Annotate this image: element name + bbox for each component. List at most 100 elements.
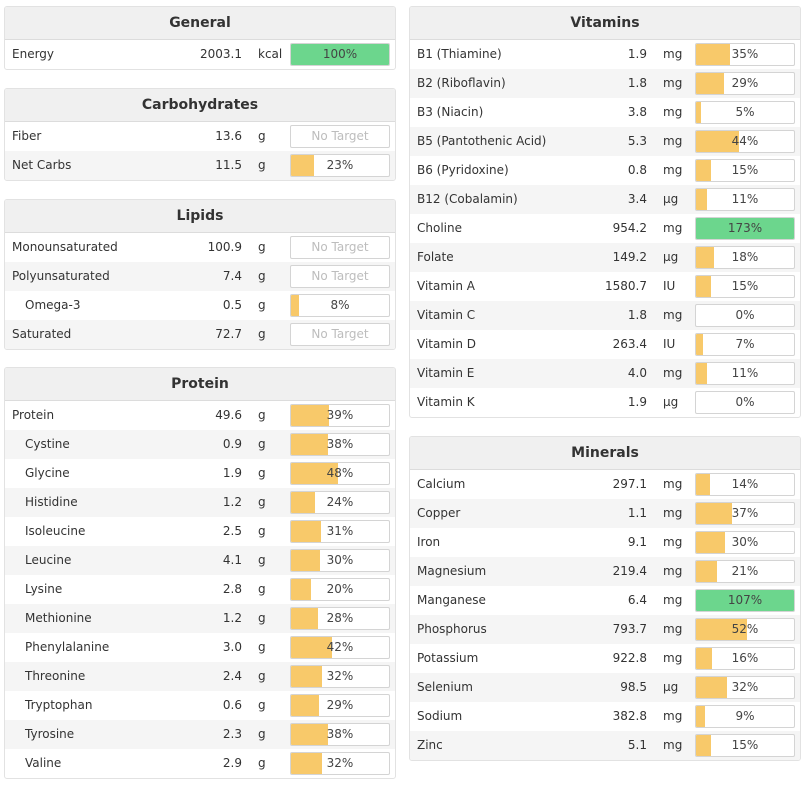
lipids-rows: Monounsaturated 100.9 g No Target Polyunsatu…: [5, 233, 395, 349]
progress-fill: [291, 695, 320, 716]
nutrient-name: Folate: [417, 250, 454, 264]
carbohydrates-header: Carbohydrates: [5, 89, 395, 122]
progress-fill: [696, 561, 717, 582]
progress-label: 23%: [326, 158, 354, 172]
nutrient-row-calcium: Calcium 297.1 mg 14%: [410, 470, 800, 499]
nutrient-unit: mg: [663, 308, 683, 322]
nutrient-amount: 100.9: [207, 240, 242, 254]
nutrient-amount: 7.4: [222, 269, 242, 283]
target-progress-bar: 100%: [290, 43, 390, 66]
nutrient-name: Iron: [417, 535, 441, 549]
nutrient-name: B6 (Pyridoxine): [417, 163, 509, 177]
target-progress-bar: 11%: [695, 188, 795, 211]
target-progress-bar: 21%: [695, 560, 795, 583]
nutrient-amount: 2.3: [222, 727, 242, 741]
target-progress-bar: 20%: [290, 578, 390, 601]
nutrient-name: Energy: [12, 47, 55, 61]
nutrient-name: Leucine: [25, 553, 72, 567]
progress-fill: [696, 677, 728, 698]
nutrient-unit: g: [258, 240, 266, 254]
nutrient-amount: 49.6: [215, 408, 242, 422]
nutrient-unit: mg: [663, 651, 683, 665]
progress-label: 0%: [735, 308, 755, 322]
nutrient-row-vitamin-k: Vitamin K 1.9 µg 0%: [410, 388, 800, 417]
progress-label: 5%: [735, 105, 755, 119]
progress-fill: [696, 131, 740, 152]
nutrient-row-choline: Choline 954.2 mg 173%: [410, 214, 800, 243]
nutrient-row-b2-riboflavin: B2 (Riboflavin) 1.8 mg 29%: [410, 69, 800, 98]
target-progress-bar: 16%: [695, 647, 795, 670]
nutrient-row-energy: Energy 2003.1 kcal 100%: [5, 40, 395, 69]
target-progress-bar: 32%: [290, 665, 390, 688]
progress-fill: [696, 474, 710, 495]
nutrient-unit: mg: [663, 535, 683, 549]
nutrient-name: Cystine: [25, 437, 70, 451]
nutrient-unit: µg: [663, 395, 679, 409]
nutrient-amount: 1.8: [627, 308, 647, 322]
progress-fill: [291, 155, 314, 176]
progress-fill: [291, 434, 329, 455]
nutrient-amount: 13.6: [215, 129, 242, 143]
progress-label: 14%: [731, 477, 759, 491]
protein-panel: Protein Protein 49.6 g 39% Cystine 0.9 g 38% Gly…: [4, 367, 396, 779]
nutrient-row-protein: Protein 49.6 g 39%: [5, 401, 395, 430]
nutrient-amount: 0.5: [222, 298, 242, 312]
nutrient-row-manganese: Manganese 6.4 mg 107%: [410, 586, 800, 615]
nutrient-unit: µg: [663, 680, 679, 694]
nutrient-amount: 382.8: [612, 709, 647, 723]
nutrient-unit: mg: [663, 47, 683, 61]
target-progress-bar: 52%: [695, 618, 795, 641]
nutrient-amount: 5.1: [627, 738, 647, 752]
vitamins-rows: B1 (Thiamine) 1.9 mg 35% B2 (Riboflavin) 1.8 m…: [410, 40, 800, 417]
progress-label: 35%: [731, 47, 759, 61]
nutrient-name: Glycine: [25, 466, 70, 480]
nutrient-unit: g: [258, 756, 266, 770]
target-progress-bar: 5%: [695, 101, 795, 124]
nutrient-row-vitamin-c: Vitamin C 1.8 mg 0%: [410, 301, 800, 330]
nutrient-unit: mg: [663, 76, 683, 90]
progress-label: 20%: [326, 582, 354, 596]
progress-label: 37%: [731, 506, 759, 520]
progress-fill: [291, 295, 299, 316]
nutrient-unit: g: [258, 327, 266, 341]
nutrient-amount: 2.8: [222, 582, 242, 596]
nutrient-unit: g: [258, 727, 266, 741]
target-progress-bar: 32%: [290, 752, 390, 775]
nutrient-name: B1 (Thiamine): [417, 47, 502, 61]
protein-header: Protein: [5, 368, 395, 401]
nutrient-name: Monounsaturated: [12, 240, 118, 254]
nutrient-unit: kcal: [258, 47, 283, 61]
nutrient-name: Copper: [417, 506, 461, 520]
target-progress-bar: 29%: [290, 694, 390, 717]
progress-label: No Target: [311, 129, 369, 143]
nutrient-row-histidine: Histidine 1.2 g 24%: [5, 488, 395, 517]
carbohydrates-panel: Carbohydrates Fiber 13.6 g No Target Net Car…: [4, 88, 396, 181]
nutrient-unit: mg: [663, 221, 683, 235]
minerals-header: Minerals: [410, 437, 800, 470]
progress-fill: [696, 334, 703, 355]
progress-fill: [696, 532, 726, 553]
progress-fill: [291, 521, 322, 542]
target-progress-bar: 15%: [695, 159, 795, 182]
progress-label: No Target: [311, 240, 369, 254]
nutrient-row-magnesium: Magnesium 219.4 mg 21%: [410, 557, 800, 586]
target-progress-bar: 44%: [695, 130, 795, 153]
progress-label: 32%: [326, 756, 354, 770]
nutrient-amount: 2.4: [222, 669, 242, 683]
nutrient-unit: g: [258, 640, 266, 654]
progress-fill: [291, 666, 323, 687]
nutrient-name: Vitamin C: [417, 308, 476, 322]
progress-label: 39%: [326, 408, 354, 422]
progress-label: 24%: [326, 495, 354, 509]
target-progress-bar: 11%: [695, 362, 795, 385]
progress-label: 52%: [731, 622, 759, 636]
nutrient-name: Omega-3: [25, 298, 81, 312]
general-panel: General Energy 2003.1 kcal 100%: [4, 6, 396, 70]
target-progress-bar: 23%: [290, 154, 390, 177]
progress-label: 29%: [326, 698, 354, 712]
nutrient-amount: 4.1: [222, 553, 242, 567]
nutrient-amount: 1.9: [627, 395, 647, 409]
progress-fill: [291, 724, 329, 745]
nutrient-unit: g: [258, 466, 266, 480]
progress-fill: [696, 363, 707, 384]
